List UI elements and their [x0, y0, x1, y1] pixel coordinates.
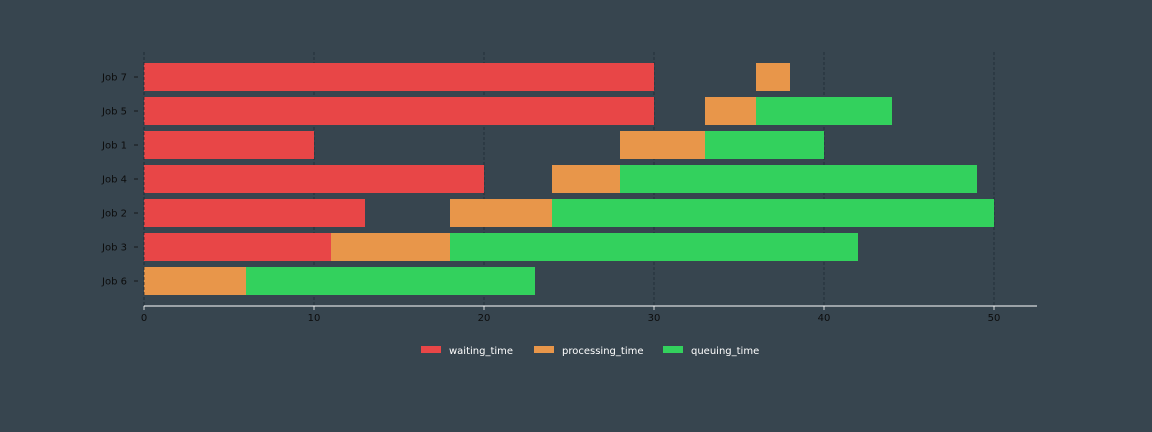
bar-job-2-waiting-time	[144, 199, 365, 227]
legend-swatch-queuing-time	[663, 346, 683, 353]
y-tick-label-job-7: Job 7	[101, 73, 127, 84]
bar-job-4-waiting-time	[144, 165, 484, 193]
bar-job-3-queuing-time	[450, 233, 858, 261]
x-tick-label-30: 30	[648, 313, 661, 324]
legend-label-waiting-time: waiting_time	[449, 346, 513, 357]
y-tick-label-job-5: Job 5	[101, 107, 127, 118]
axes: 0 10 20 30 40 50 Job 7 Job 5 Job 1 Job 4 Job 2 Job …	[101, 52, 1037, 324]
bars	[144, 63, 994, 295]
legend: waiting_time processing_time queuing_time	[421, 346, 759, 357]
y-tick-label-job-1: Job 1	[101, 141, 127, 152]
bar-job-6-processing-time	[144, 267, 246, 295]
bar-job-4-processing-time	[552, 165, 620, 193]
bar-job-1-queuing-time	[705, 131, 824, 159]
bar-job-5-queuing-time	[756, 97, 892, 125]
bar-job-3-processing-time	[331, 233, 450, 261]
y-tick-label-job-6: Job 6	[101, 277, 127, 288]
x-tick-label-20: 20	[478, 313, 491, 324]
x-tick-label-40: 40	[818, 313, 831, 324]
bar-job-6-queuing-time	[246, 267, 535, 295]
bar-job-4-queuing-time	[620, 165, 977, 193]
bar-job-5-waiting-time	[144, 97, 654, 125]
x-tick-label-50: 50	[988, 313, 1001, 324]
bar-job-1-waiting-time	[144, 131, 314, 159]
bar-job-2-queuing-time	[552, 199, 994, 227]
legend-label-processing-time: processing_time	[562, 346, 643, 357]
bar-job-5-processing-time	[705, 97, 756, 125]
y-tick-label-job-4: Job 4	[101, 175, 127, 186]
bar-job-2-processing-time	[450, 199, 552, 227]
x-tick-label-0: 0	[141, 313, 147, 324]
bar-job-7-waiting-time	[144, 63, 654, 91]
legend-swatch-waiting-time	[421, 346, 441, 353]
legend-swatch-processing-time	[534, 346, 554, 353]
y-tick-label-job-2: Job 2	[101, 209, 127, 220]
y-tick-label-job-3: Job 3	[101, 243, 127, 254]
legend-label-queuing-time: queuing_time	[691, 346, 759, 357]
bar-job-1-processing-time	[620, 131, 705, 159]
x-tick-label-10: 10	[308, 313, 321, 324]
bar-job-3-waiting-time	[144, 233, 331, 261]
bar-job-7-processing-time	[756, 63, 790, 91]
